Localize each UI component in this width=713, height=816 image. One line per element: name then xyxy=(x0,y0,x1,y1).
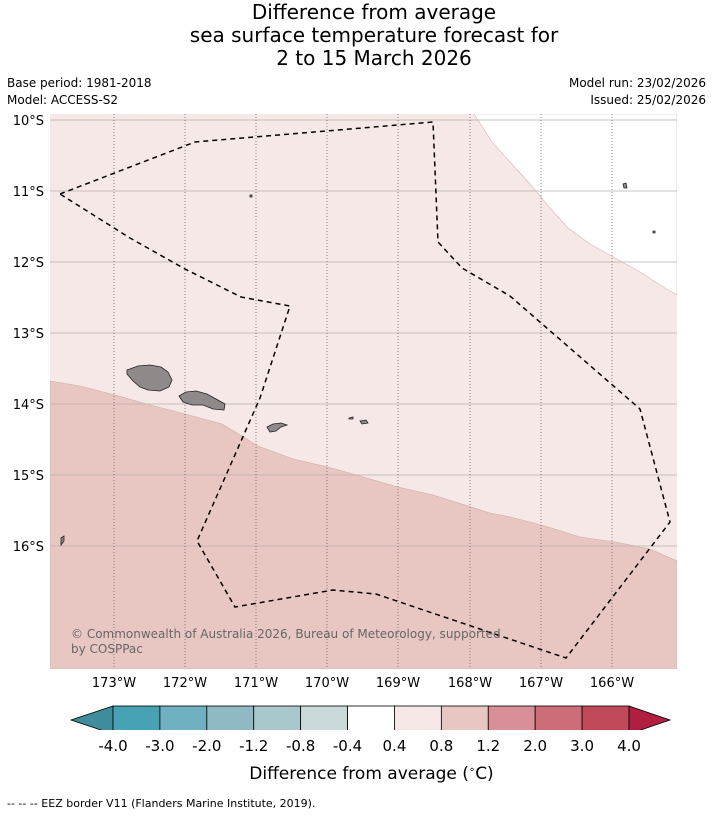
copyright-line-1: © Commonwealth of Australia 2026, Bureau… xyxy=(71,627,501,641)
atoll-b xyxy=(652,230,656,234)
colorbar-box xyxy=(394,705,442,730)
colorbar-box xyxy=(534,705,583,730)
lon-label: 169°W xyxy=(376,676,420,691)
tau-island xyxy=(359,419,369,425)
savaii-island xyxy=(126,364,173,392)
colorbar-extend-low xyxy=(69,705,114,730)
title-line-2: sea surface temperature forecast for xyxy=(189,23,559,47)
colorbar-box xyxy=(159,705,208,730)
lat-label: 13°S xyxy=(13,327,44,342)
colorbar-box xyxy=(253,705,302,730)
atoll-a xyxy=(622,182,628,189)
eez-borders xyxy=(59,121,671,659)
ofu-island xyxy=(348,416,354,420)
colorbar-tick-label: -0.8 xyxy=(285,737,316,755)
colorbar-tick-label: 0.8 xyxy=(429,737,454,755)
upolu-island xyxy=(178,390,226,411)
colorbar-box xyxy=(440,705,489,730)
title-line-1: Difference from average xyxy=(251,0,497,24)
lat-label: 12°S xyxy=(13,256,44,271)
eez-legend-note: -- -- -- EEZ border V11 (Flanders Marine… xyxy=(7,797,316,810)
longitude-gridlines xyxy=(113,114,613,669)
land-samoa-islands xyxy=(60,182,656,547)
colorbar-tick-label: -0.4 xyxy=(332,737,363,755)
colorbar-box xyxy=(487,705,536,730)
colorbar-tick-label: 3.0 xyxy=(570,737,594,755)
lon-label: 170°W xyxy=(305,676,349,691)
colorbar-box xyxy=(206,705,255,730)
lat-label: 10°S xyxy=(13,114,44,129)
colorbar-box xyxy=(581,705,630,730)
meta-left: Base period: 1981-2018 Model: ACCESS-S2 xyxy=(7,76,152,107)
colorbar-tick-label: -1.2 xyxy=(239,737,269,755)
lat-label: 16°S xyxy=(13,540,44,555)
colorbar-unit: C) xyxy=(475,764,494,784)
eez-west xyxy=(59,121,671,659)
lon-label: 167°W xyxy=(519,676,563,691)
lat-label: 14°S xyxy=(13,398,44,413)
lon-label: 171°W xyxy=(234,676,278,691)
issued-date: Issued: 25/02/2026 xyxy=(590,93,706,107)
tutuila-island xyxy=(266,422,289,433)
copyright-line-2: by COSPPac xyxy=(71,642,143,656)
latitude-labels: 10°S 11°S 12°S 13°S 14°S 15°S 16°S xyxy=(13,114,44,555)
anomaly-band-neutral xyxy=(473,114,677,296)
map-area: © Commonwealth of Australia 2026, Bureau… xyxy=(50,114,677,669)
colorbar-box xyxy=(347,705,395,730)
colorbar-box xyxy=(300,705,348,730)
rose-atoll xyxy=(60,535,65,547)
map-panel: © Commonwealth of Australia 2026, Bureau… xyxy=(13,114,677,730)
colorbar xyxy=(69,705,672,730)
lon-label: 173°W xyxy=(92,676,136,691)
colorbar-title-text: Difference from average ( xyxy=(249,764,469,784)
lon-label: 166°W xyxy=(590,676,634,691)
colorbar-tick-label: 4.0 xyxy=(617,737,641,755)
anomaly-band-dark xyxy=(50,380,677,669)
lon-label: 172°W xyxy=(163,676,207,691)
colorbar-tick-label: -2.0 xyxy=(192,737,222,755)
swains-island xyxy=(249,194,253,198)
colorbar-tick-label: 2.0 xyxy=(523,737,548,755)
title-line-3: 2 to 15 March 2026 xyxy=(276,46,472,70)
meta-right: Model run: 23/02/2026 Issued: 25/02/2026 xyxy=(569,76,706,107)
colorbar-extend-high xyxy=(628,705,672,730)
model-name: Model: ACCESS-S2 xyxy=(7,93,119,107)
colorbar-tick-label: 0.4 xyxy=(382,737,407,755)
degree-symbol: ∘ xyxy=(468,764,476,776)
colorbar-tick-label: -4.0 xyxy=(98,737,128,755)
lat-label: 15°S xyxy=(13,469,44,484)
base-period: Base period: 1981-2018 xyxy=(7,76,152,90)
lat-label: 11°S xyxy=(13,185,44,200)
longitude-labels: 173°W 172°W 171°W 170°W 169°W 168°W 167°… xyxy=(92,676,634,691)
colorbar-tick-label: 1.2 xyxy=(476,737,501,755)
colorbar-box xyxy=(112,705,161,730)
latitude-gridlines xyxy=(50,119,677,547)
colorbar-tick-label: -3.0 xyxy=(145,737,175,755)
lon-label: 168°W xyxy=(448,676,492,691)
colorbar-title: Difference from average (∘C) xyxy=(0,764,713,784)
model-run: Model run: 23/02/2026 xyxy=(568,76,706,90)
